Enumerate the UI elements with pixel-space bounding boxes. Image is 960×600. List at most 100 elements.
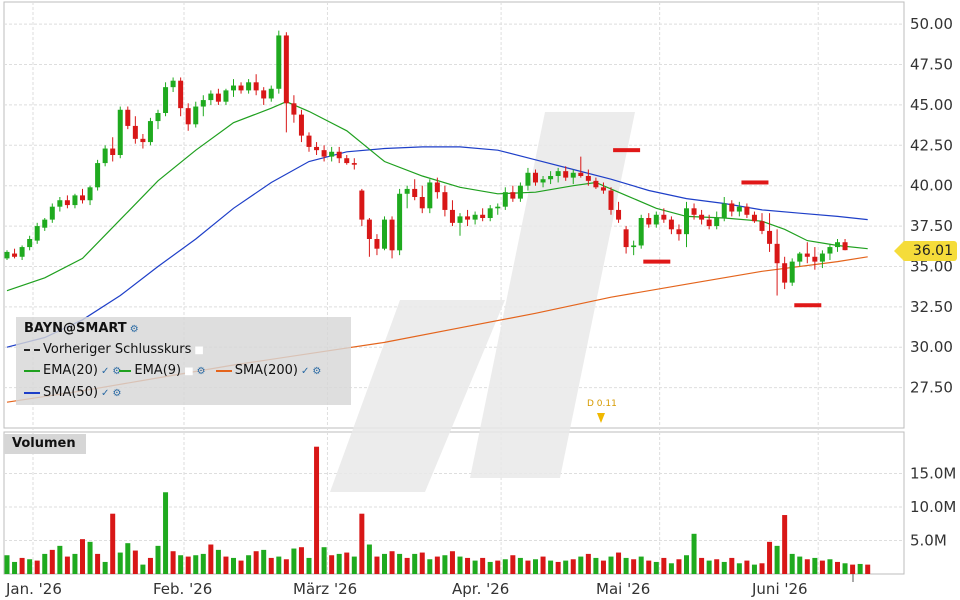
candle-body [95,163,101,188]
volume-bar [449,551,455,574]
volume-panel-title: Volumen [4,434,86,454]
volume-bar [502,559,508,574]
check-icon[interactable]: ✓ [101,388,110,399]
chart-axes: 50.00 47.50 45.00 42.50 40.00 37.50 35.00 32.50… [5,15,956,598]
price-panel-frame [3,1,905,429]
pivot-marker [741,180,769,185]
volume-bar [102,561,108,574]
candle-body [449,209,455,223]
volume-bar [570,559,576,574]
ema9-line-icon [119,369,132,372]
legend-prev-close[interactable]: Vorheriger Schlusskurs ■ [24,341,204,359]
volume-bar [253,551,259,574]
watermark-logo [330,112,635,492]
pivot-marker [613,148,641,153]
volume-bar [563,560,569,574]
candle-body [676,229,682,235]
candle-body [759,221,765,231]
legend-symbol[interactable]: BAYN@SMART ⚙ [24,320,139,338]
settings-icon[interactable]: ⚙ [129,324,139,335]
candle-body [480,214,486,218]
candle-body [80,195,85,201]
volume-bar [759,563,765,574]
candle-body [646,218,652,225]
volume-bar [80,539,85,574]
candle-body [585,176,591,181]
candle-body [819,253,825,262]
volume-bar [616,552,622,574]
candle-body [117,109,123,155]
volume-bar [827,559,833,574]
volume-bar [298,547,304,574]
legend-prev-close-label: Vorheriger Schlusskurs [43,342,192,357]
candle-body [638,218,644,246]
settings-icon[interactable]: ⚙ [312,366,322,377]
candle-body [185,108,191,125]
volume-bar [95,553,101,574]
volume-bar [223,556,229,574]
candle-body [487,208,493,218]
candle-body [321,150,327,157]
candle-body [351,163,357,165]
settings-icon[interactable]: ⚙ [112,388,122,399]
ema20-path [6,101,868,292]
candle-body [457,216,463,223]
volume-bar [510,555,516,574]
settings-icon[interactable]: ⚙ [112,366,122,377]
volume-bar [268,557,274,574]
volume-bar [404,557,410,574]
volume-bar [397,553,403,574]
legend-sma50[interactable]: SMA(50) ✓ ⚙ [24,384,121,402]
volume-bar [314,446,320,574]
month-tick-label: Feb. '26 [153,580,212,598]
candle-body [170,80,176,88]
volume-bar [344,552,350,574]
volume-bar [208,544,214,574]
candle-body [427,182,433,209]
candle-body [782,263,788,283]
legend-sma200-label: SMA(200) [234,363,299,378]
volume-bar [64,556,70,574]
check-icon[interactable]: ✓ [101,366,110,377]
candle-body [593,180,599,188]
dividend-label: D 0.11 [587,399,617,409]
volume-bar [850,564,856,574]
volume-bar [540,556,546,574]
candle-body [706,219,712,227]
candle-body [397,193,403,251]
candle-body [563,171,569,178]
candle-body [510,192,516,199]
candle-body [653,214,659,225]
volume-bar [548,560,554,574]
candle-body [261,90,267,99]
checkbox-icon[interactable]: ■ [184,366,194,377]
candle-body [412,188,418,197]
volume-bar [170,551,176,574]
volume-bar [261,549,267,574]
volume-bar [178,555,184,574]
volume-bar [306,557,312,574]
candle-body [389,219,395,251]
checkbox-icon[interactable]: ■ [194,345,204,356]
dividend-arrow-icon[interactable] [597,413,605,423]
candle-body [382,219,387,249]
volume-bar [283,559,289,574]
volume-bar [465,557,471,574]
settings-icon[interactable]: ⚙ [196,366,206,377]
candle-body [684,208,689,235]
volume-bar [336,553,342,574]
volume-tick-label: 15.0M [910,465,956,483]
dashed-line-icon [24,348,40,351]
candlestick-series [4,30,848,296]
candle-body [555,171,561,176]
volume-bar [744,560,750,574]
candle-body [525,172,531,186]
candle-body [623,229,629,248]
check-icon[interactable]: ✓ [301,366,310,377]
volume-bar [600,560,606,574]
volume-bar [110,513,116,574]
candle-body [804,253,810,257]
legend-ema20[interactable]: EMA(20) ✓ ⚙ EMA(9) ■ ⚙ SMA(200) ✓ ⚙ [24,362,321,380]
legend-panel[interactable]: BAYN@SMART ⚙ Vorheriger Schlusskurs ■ EMA(… [16,317,351,405]
